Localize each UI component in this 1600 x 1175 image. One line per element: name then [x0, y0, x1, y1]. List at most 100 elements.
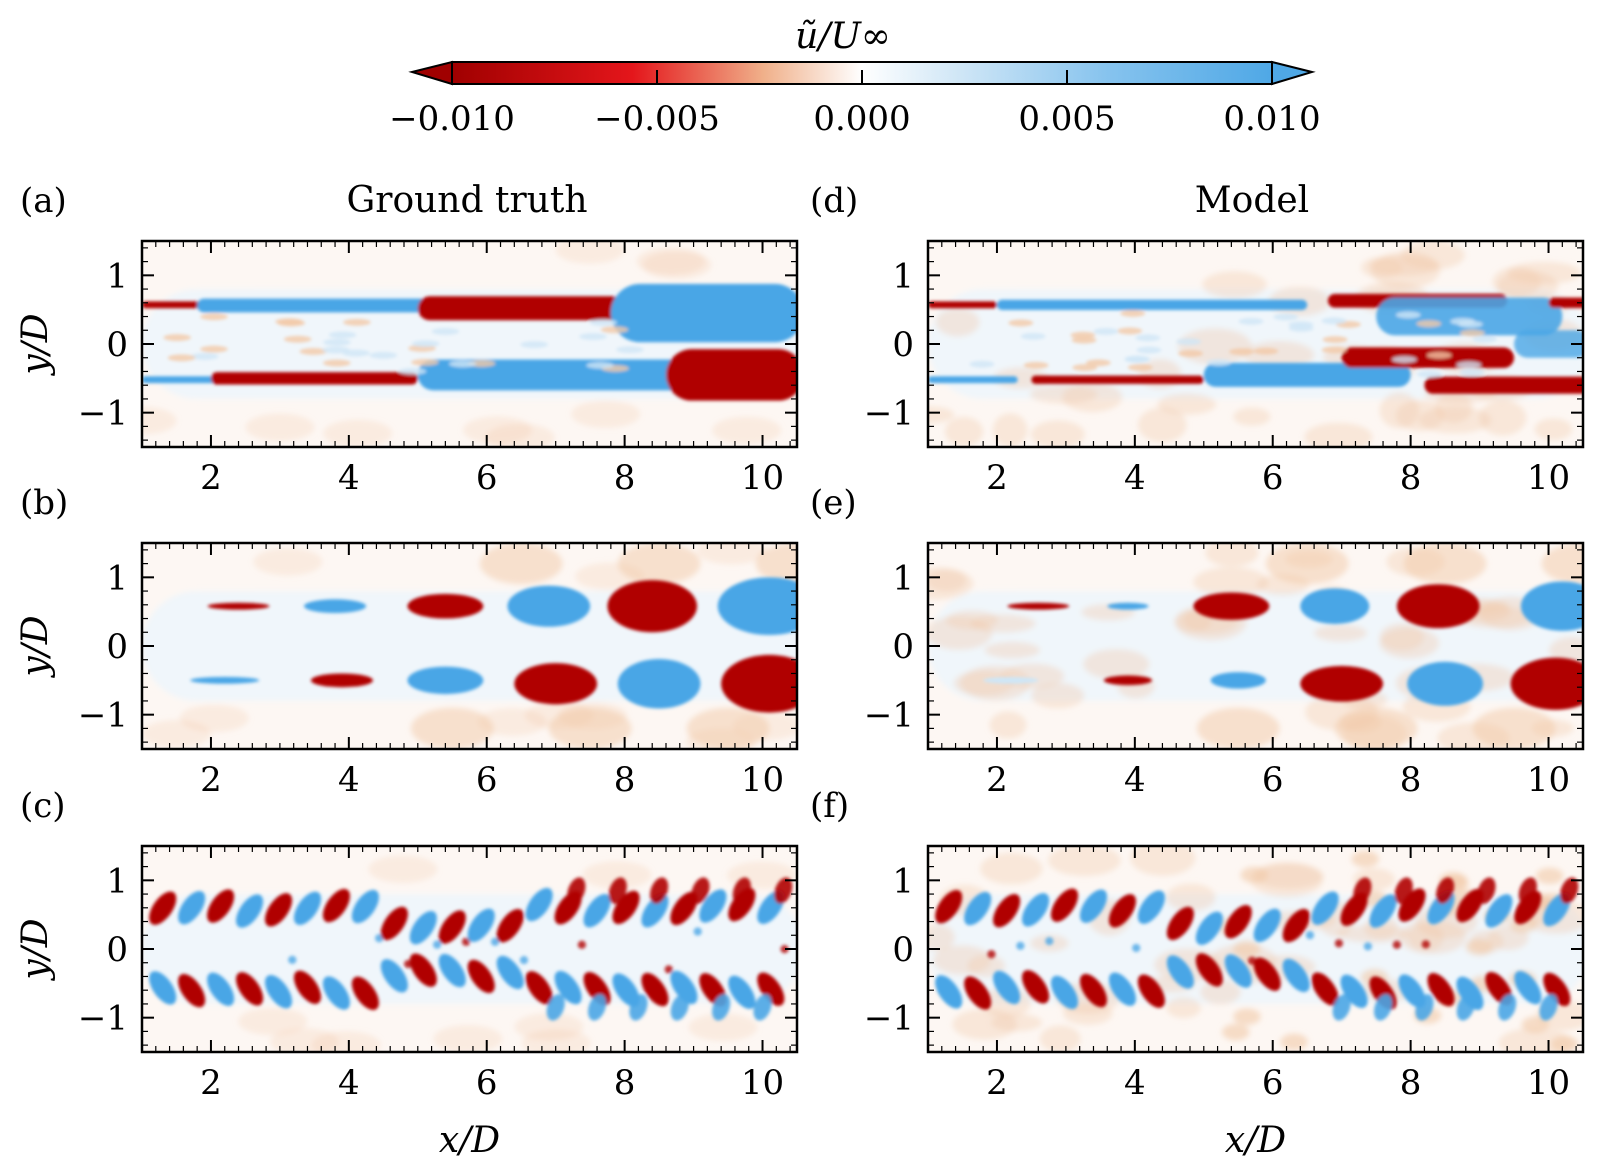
- field-blob: [1137, 974, 1165, 1008]
- field-blob: [1392, 940, 1401, 949]
- field-blob: [1253, 347, 1279, 355]
- field-blob: [410, 707, 494, 749]
- field-blob: [774, 877, 793, 904]
- field-blob: [1426, 351, 1452, 359]
- field-blob: [1174, 610, 1212, 633]
- field-blob: [1521, 1016, 1550, 1033]
- field-blob: [1550, 1035, 1579, 1052]
- field-blob: [717, 577, 797, 636]
- panel-letter: (f): [810, 786, 849, 826]
- field-blob: [964, 976, 992, 1010]
- field-blob: [438, 953, 466, 988]
- field-blob: [1021, 970, 1050, 1004]
- field-blob: [1166, 906, 1194, 941]
- field-blob: [1403, 543, 1487, 585]
- field-blob: [712, 994, 731, 1021]
- y-tick-label: −1: [864, 696, 914, 736]
- field-blob: [343, 318, 371, 326]
- field-blob: [989, 711, 1027, 739]
- x-tick-label: 4: [1124, 1063, 1146, 1103]
- field-blob: [697, 543, 766, 565]
- field-blob: [1062, 382, 1123, 412]
- field-blob: [1031, 682, 1085, 709]
- field-blob: [1224, 904, 1252, 939]
- field-blob: [1196, 707, 1280, 749]
- field-blob: [1195, 911, 1223, 945]
- x-tick-label: 8: [614, 760, 636, 800]
- y-tick-label: 1: [106, 558, 128, 598]
- field-blob: [368, 855, 438, 883]
- field-blob: [322, 346, 350, 354]
- field-band: [142, 301, 211, 309]
- field-blob: [577, 940, 587, 949]
- field-blob: [1124, 355, 1150, 363]
- field-blob: [1108, 972, 1137, 1006]
- field-blob: [935, 975, 963, 1009]
- y-tick-label: 0: [106, 627, 128, 667]
- field-blob: [1253, 957, 1281, 991]
- field-blob: [264, 975, 293, 1009]
- field-blob: [1311, 972, 1339, 1006]
- field-blob: [142, 406, 177, 435]
- field-blob: [945, 610, 999, 630]
- field-blob: [589, 319, 618, 326]
- field-blob: [969, 360, 995, 368]
- field-band: [610, 283, 797, 343]
- field-blob: [163, 334, 192, 342]
- field-blob: [1334, 939, 1344, 948]
- field-blob: [1079, 973, 1108, 1008]
- field-blob: [935, 889, 963, 924]
- field-blob: [546, 994, 565, 1021]
- field-blob: [1560, 877, 1579, 904]
- field-blob: [1200, 979, 1241, 1005]
- field-blob: [1176, 338, 1202, 346]
- field-blob: [993, 893, 1021, 928]
- x-tick-label: 6: [476, 1063, 498, 1103]
- field-blob: [245, 413, 315, 442]
- field-blob: [277, 319, 306, 327]
- field-blob: [987, 950, 996, 959]
- field-blob: [928, 567, 974, 600]
- field-blob: [1398, 974, 1426, 1008]
- y-tick-label: 1: [892, 861, 914, 901]
- field-blob: [1334, 707, 1418, 749]
- field-blob: [207, 972, 235, 1006]
- field-blob: [983, 676, 1039, 684]
- field-blob: [200, 313, 228, 321]
- field-blob: [1253, 908, 1281, 943]
- field-blob: [351, 889, 379, 924]
- field-blob: [1079, 889, 1108, 923]
- field-blob: [407, 593, 484, 619]
- field-blob: [928, 923, 955, 952]
- field-blob: [235, 972, 264, 1006]
- y-tick-label: 0: [892, 325, 914, 365]
- field-blob: [178, 890, 206, 925]
- y-axis-label: y/D: [15, 918, 56, 981]
- x-tick-label: 2: [200, 1063, 222, 1103]
- field-band: [996, 299, 1308, 311]
- field-blob: [496, 908, 524, 943]
- field-blob: [600, 326, 629, 334]
- field-blob: [525, 887, 553, 922]
- field-blob: [1400, 241, 1465, 270]
- field-blob: [1407, 661, 1484, 706]
- field-blob: [207, 889, 235, 923]
- colorbar-tick-label: −0.005: [594, 99, 720, 139]
- field-blob: [1103, 675, 1153, 686]
- field-blob: [641, 972, 669, 1007]
- y-tick-label: −1: [864, 394, 914, 434]
- x-tick-label: 8: [614, 458, 636, 498]
- x-tick-label: 4: [338, 760, 360, 800]
- field-blob: [1472, 335, 1498, 343]
- field-blob: [467, 908, 495, 942]
- field-blob: [617, 659, 701, 709]
- field-blob: [1450, 317, 1476, 325]
- field-blob: [525, 971, 553, 1005]
- field-blob: [190, 676, 260, 684]
- field-blob: [1518, 877, 1537, 904]
- field-blob: [753, 994, 772, 1021]
- field-blob: [1427, 972, 1455, 1007]
